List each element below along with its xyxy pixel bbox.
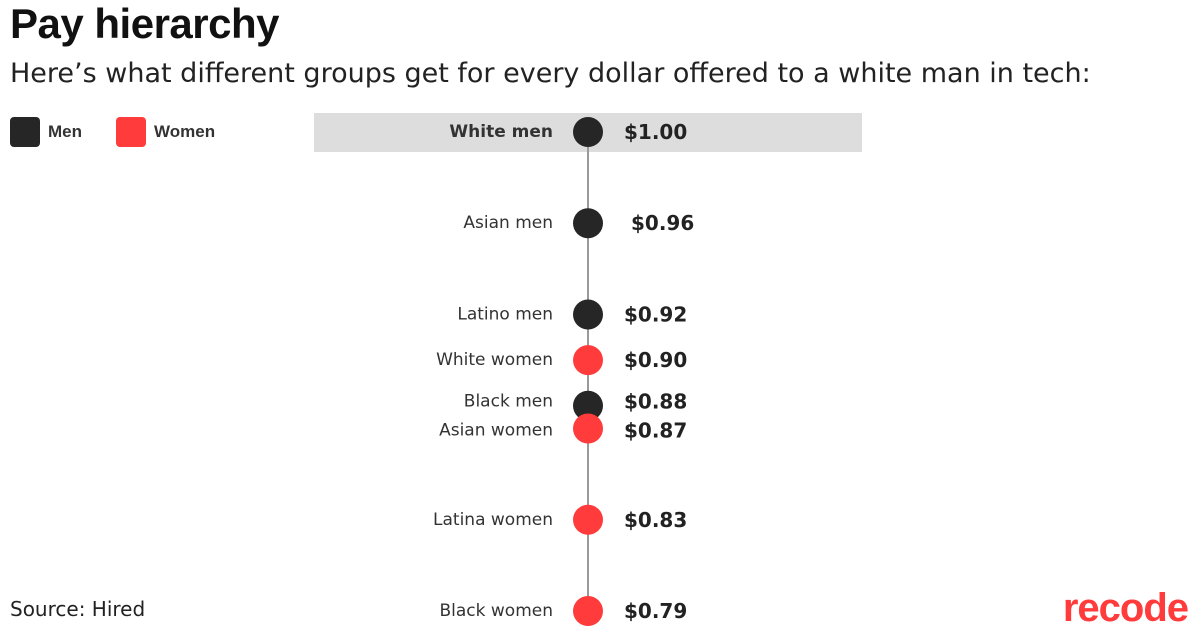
legend-item-women: Women — [116, 117, 215, 147]
dot-white-women — [573, 345, 603, 376]
brand-logo: recode — [1062, 586, 1189, 630]
group-label-white-women: White women — [436, 350, 553, 370]
value-label-latino-men: $0.92 — [624, 302, 687, 326]
dot-asian-men — [573, 208, 603, 239]
chart-subtitle: Here’s what different groups get for eve… — [10, 58, 1091, 89]
dot-latina-women — [573, 504, 603, 535]
source-note: Source: Hired — [10, 597, 146, 621]
legend-swatch-women — [116, 117, 146, 147]
value-label-black-men: $0.88 — [624, 390, 687, 414]
value-label-asian-men: $0.96 — [631, 211, 694, 235]
group-label-latina-women: Latina women — [433, 510, 553, 530]
value-label-latina-women: $0.83 — [624, 508, 687, 532]
group-label-asian-women: Asian women — [439, 421, 553, 441]
legend-item-men: Men — [10, 117, 82, 147]
value-label-white-women: $0.90 — [624, 348, 687, 372]
value-label-black-women: $0.79 — [624, 599, 687, 623]
legend-swatch-men — [10, 117, 40, 147]
dot-asian-women — [573, 413, 603, 444]
dot-white-men — [573, 117, 603, 147]
group-label-latino-men: Latino men — [457, 304, 553, 324]
dot-latino-men — [573, 299, 603, 330]
dot-black-women — [573, 596, 603, 626]
legend-label-men: Men — [48, 122, 82, 141]
group-label-black-men: Black men — [464, 392, 553, 412]
group-label-black-women: Black women — [440, 601, 554, 621]
dot-black-men — [573, 390, 603, 421]
value-label-asian-women: $0.87 — [624, 419, 687, 443]
group-label-asian-men: Asian men — [463, 213, 553, 233]
legend-label-women: Women — [154, 122, 216, 141]
group-label-white-men: White men — [449, 122, 553, 142]
chart-title: Pay hierarchy — [10, 0, 280, 47]
value-label-white-men: $1.00 — [624, 120, 687, 144]
